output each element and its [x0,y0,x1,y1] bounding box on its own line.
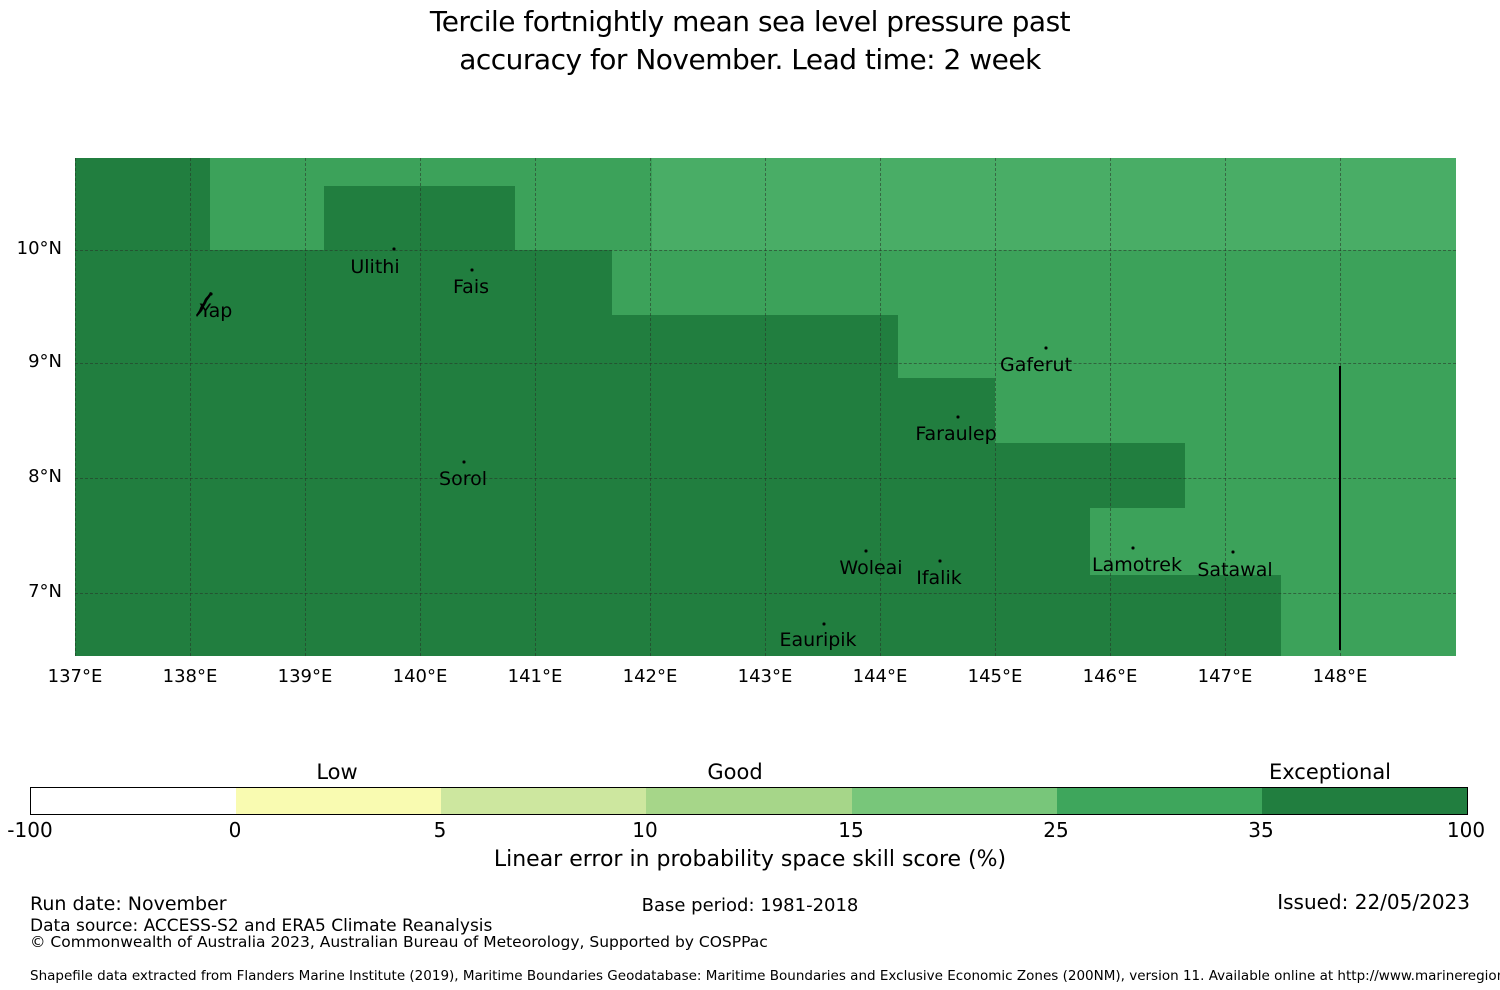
island-dot [1131,546,1135,550]
island-dot [392,247,396,251]
skill-zone-light [652,158,1456,250]
island-label: Eauripik [779,629,857,651]
grid-line-vertical [305,158,306,656]
x-tick-label: 147°E [1197,666,1253,687]
y-tick-label: 7°N [28,581,62,602]
colorbar [30,787,1468,815]
grid-line-vertical [75,158,76,656]
x-tick-label: 144°E [852,666,908,687]
island-dot [956,415,960,419]
map-plot: Yap Ulithi Fais Sorol Gaferut Faraulep Woleai I… [75,158,1456,656]
colorbar-tick-label: 15 [838,818,864,842]
island-label: Ifalik [916,567,962,589]
grid-line-horizontal [75,478,1456,479]
colorbar-segment [31,788,236,814]
colorbar-tick-label: -100 [7,818,53,842]
colorbar-segment [1262,788,1467,814]
x-tick-label: 138°E [162,666,218,687]
footer-data-source: Data source: ACCESS-S2 and ERA5 Climate … [30,916,493,936]
y-tick-label: 10°N [16,238,62,259]
colorbar-category-label: Low [316,760,358,784]
skill-zone-dark [75,250,612,315]
grid-line-vertical [190,158,191,656]
colorbar-tick-label: 35 [1248,818,1274,842]
island-dot [822,622,826,626]
colorbar-category-label: Exceptional [1268,760,1392,784]
colorbar-tick-label: 10 [632,818,658,842]
island-dot [864,549,868,553]
skill-zone-dark [75,575,1281,656]
island-label: Yap [199,300,233,322]
island-label: Gaferut [999,354,1073,376]
colorbar-tick-label: 100 [1446,818,1486,842]
colorbar-tick-label: 25 [1043,818,1069,842]
island-label: Sorol [439,468,487,490]
y-tick-label: 8°N [28,466,62,487]
island-label: Fais [452,276,490,298]
skill-zone-dark [75,158,210,250]
grid-line-vertical [995,158,996,656]
x-tick-label: 142°E [622,666,678,687]
title-line-1: Tercile fortnightly mean sea level press… [429,5,1071,38]
island-label: Woleai [839,557,903,579]
x-tick-label: 140°E [392,666,448,687]
grid-line-horizontal [75,250,1456,251]
grid-line-vertical [880,158,881,656]
island-label: Satawal [1197,559,1273,581]
colorbar-segment [646,788,852,814]
x-tick-label: 137°E [47,666,103,687]
colorbar-category-label: Good [707,760,763,784]
page-title: Tercile fortnightly mean sea level press… [0,3,1500,79]
island-label: Faraulep [915,423,997,445]
footer-base-period: Base period: 1981-2018 [641,895,859,916]
grid-line-vertical [765,158,766,656]
colorbar-tick-label: 0 [228,818,242,842]
grid-line-vertical [650,158,651,656]
y-tick-label: 9°N [28,351,62,372]
footer-run-date: Run date: November [30,893,227,915]
colorbar-segment [1057,788,1262,814]
colorbar-tick-label: 5 [433,818,447,842]
skill-zone-dark [75,508,1090,575]
x-tick-label: 139°E [277,666,333,687]
colorbar-axis-label: Linear error in probability space skill … [493,847,1007,872]
grid-line-vertical [420,158,421,656]
yap-island-shape [193,291,217,318]
footer-issued: Issued: 22/05/2023 [1277,890,1470,914]
island-dot [1044,346,1048,350]
colorbar-segment [852,788,1057,814]
colorbar-segment [441,788,646,814]
x-tick-label: 148°E [1312,666,1368,687]
grid-line-vertical [1225,158,1226,656]
island-dot [462,460,466,464]
colorbar-segment [236,788,441,814]
island-dot [1231,550,1235,554]
eez-boundary-line [1339,366,1341,650]
x-tick-label: 143°E [737,666,793,687]
footer-attribution: Shapefile data extracted from Flanders M… [30,968,1500,984]
skill-zone-dark [75,443,1185,508]
island-label: Ulithi [350,256,400,278]
island-label: Lamotrek [1092,554,1182,576]
grid-line-vertical [535,158,536,656]
x-tick-label: 141°E [507,666,563,687]
x-tick-label: 145°E [967,666,1023,687]
island-dot [470,268,474,272]
title-line-2: accuracy for November. Lead time: 2 week [459,43,1041,76]
island-dot [938,559,942,563]
grid-line-horizontal [75,593,1456,594]
x-tick-label: 146°E [1082,666,1138,687]
skill-zone-dark [75,315,898,378]
grid-line-horizontal [75,363,1456,364]
grid-line-vertical [1110,158,1111,656]
skill-zone-dark [324,186,515,250]
footer-copyright: © Commonwealth of Australia 2023, Austra… [30,933,768,951]
